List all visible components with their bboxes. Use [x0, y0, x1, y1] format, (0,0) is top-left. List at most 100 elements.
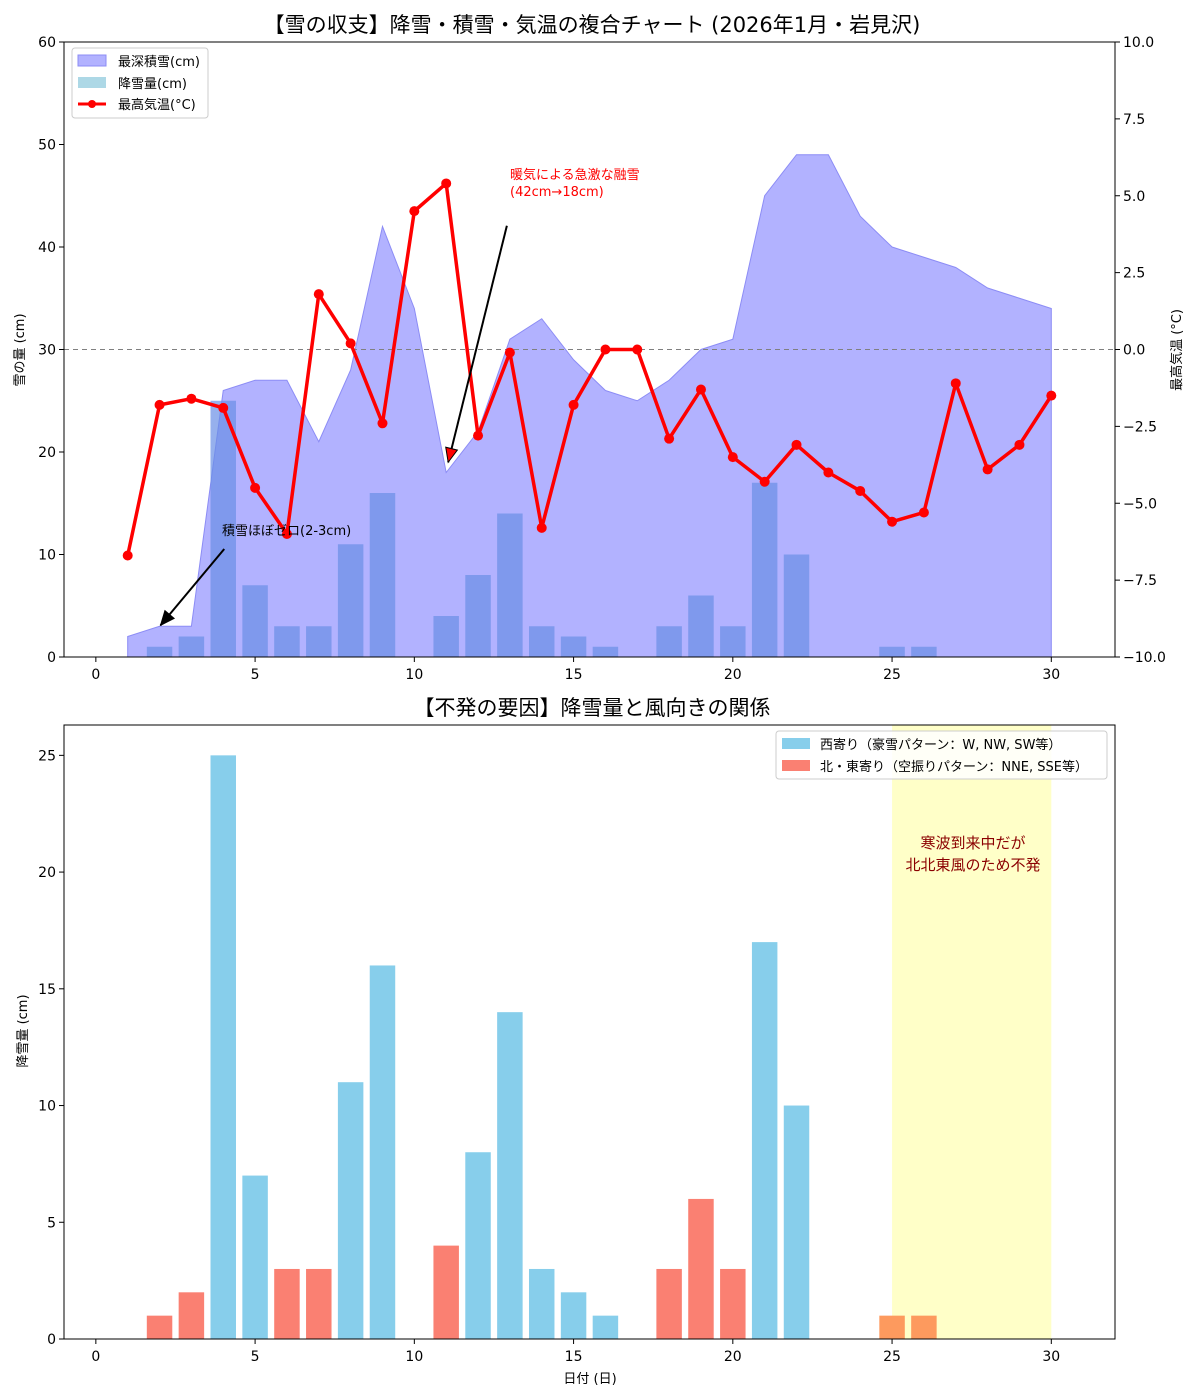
y-right-tick-label--10.0: −10.0 — [1123, 650, 1166, 666]
y-right-tick-label--7.5: −7.5 — [1123, 573, 1157, 589]
max-temp-point-day-20 — [727, 452, 738, 463]
max-temp-line — [125, 181, 1053, 556]
max-temp-point-day-17 — [632, 344, 643, 355]
snowfall-bar-day-2 — [146, 646, 173, 657]
max-temp-point-day-6 — [281, 529, 292, 539]
legend-label-west: 西寄り（豪雪パターン：W, NW, SW等） — [820, 737, 1061, 753]
y-right-tick-label-5.0: 5.0 — [1123, 189, 1145, 205]
snowfall-bar-day-7 — [306, 1268, 332, 1339]
snowfall-bar-day-18 — [656, 626, 682, 657]
chart-2-ylabel: 降雪量 (cm) — [16, 994, 31, 1067]
chart-2-bars — [146, 755, 937, 1339]
snowfall-bar-day-21 — [751, 942, 778, 1339]
chart-2-legend: 西寄り（豪雪パターン：W, NW, SW等） 北・東寄り（空振りパターン：NNE… — [775, 730, 1108, 780]
x-tick-label-0: 0 — [91, 667, 100, 683]
snowfall-bar-day-25 — [879, 1315, 905, 1339]
x-tick-label-15: 15 — [565, 667, 583, 683]
max-temp-point-day-4 — [218, 402, 229, 413]
max-temp-point-day-2 — [154, 399, 165, 410]
y2-tick-label-20: 20 — [38, 865, 56, 881]
y2-tick-label-15: 15 — [38, 982, 56, 998]
snowfall-bar-day-9 — [369, 965, 396, 1339]
snowfall-bar-day-26 — [911, 646, 937, 657]
max-temp-point-day-18 — [664, 433, 675, 444]
max-temp-point-day-8 — [345, 338, 356, 349]
annotation-thaw-arrow-shaft — [447, 225, 508, 463]
x2-tick-label-30: 30 — [1042, 1349, 1060, 1365]
snowfall-bar-day-12 — [465, 575, 491, 657]
snowfall-bar-day-20 — [720, 626, 746, 657]
max-temp-point-day-26 — [918, 507, 929, 518]
highlight-note-line2: 北北東風のため不発 — [905, 856, 1040, 874]
chart-1-legend: 最深積雪(cm) 降雪量(cm) 最高気温(°C) — [71, 47, 209, 119]
x-tick-label-20: 20 — [724, 667, 742, 683]
snowfall-bar-day-3 — [178, 636, 205, 657]
max-temp-point-day-5 — [250, 482, 261, 493]
snowfall-bar-day-15 — [560, 1292, 587, 1339]
snowfall-bar-day-16 — [592, 646, 619, 657]
legend-label-snowfall: 降雪量(cm) — [118, 77, 187, 92]
x2-tick-label-5: 5 — [251, 1349, 260, 1365]
snowfall-bar-day-8 — [337, 1082, 364, 1339]
x2-tick-label-15: 15 — [565, 1349, 583, 1365]
chart-2-frame — [63, 724, 1116, 1340]
y-left-tick-label-50: 50 — [38, 138, 56, 154]
annotation-low-snow-arrow-shaft — [159, 548, 226, 626]
snowfall-bar-day-4 — [210, 755, 236, 1339]
max-temp-point-day-19 — [695, 384, 706, 395]
x-tick-label-5: 5 — [251, 667, 260, 683]
snowfall-bar-day-6 — [274, 626, 300, 657]
max-temp-point-day-9 — [377, 418, 388, 429]
snowfall-bar-day-18 — [656, 1268, 682, 1339]
max-temp-point-day-11 — [441, 178, 452, 189]
max-temp-point-day-24 — [855, 485, 866, 496]
max-temp-point-day-23 — [823, 467, 834, 478]
y-left-tick-label-20: 20 — [38, 445, 56, 461]
snowfall-bars — [146, 400, 937, 657]
chart-2-y-axis: 0 5 10 15 20 25 — [38, 748, 64, 1348]
y-left-tick-label-10: 10 — [38, 548, 56, 564]
max-temp-point-day-29 — [1014, 439, 1025, 450]
chart-2-title: 【不発の要因】降雪量と風向きの関係 — [414, 696, 771, 720]
y-right-tick-label-7.5: 7.5 — [1123, 112, 1145, 128]
snowfall-bar-day-12 — [465, 1152, 491, 1339]
y-left-tick-label-40: 40 — [38, 240, 56, 256]
y2-tick-label-25: 25 — [38, 748, 56, 764]
snowfall-bar-day-3 — [178, 1292, 205, 1339]
y-right-tick-label-2.5: 2.5 — [1123, 266, 1145, 282]
chart-1-ylabel-left: 雪の量 (cm) — [13, 313, 28, 386]
max-temp-point-day-15 — [568, 399, 579, 410]
annotation-low-snow: 積雪ほぼゼロ(2-3cm) — [222, 524, 351, 539]
legend-swatch-snowfall — [78, 77, 106, 88]
snowfall-bar-day-13 — [497, 513, 523, 657]
chart-1-x-axis: 0 5 10 15 20 25 30 — [91, 657, 1060, 683]
snowfall-bar-day-16 — [592, 1315, 619, 1339]
y2-tick-label-10: 10 — [38, 1099, 56, 1115]
snowfall-bar-day-9 — [369, 493, 396, 657]
x-tick-label-10: 10 — [405, 667, 423, 683]
legend-swatch-temp-marker — [88, 100, 96, 108]
snow-depth-polygon — [127, 154, 1052, 658]
legend-swatch-east — [782, 760, 810, 771]
snowfall-bar-day-26 — [911, 1315, 937, 1339]
highlight-note-line1: 寒波到来中だが — [920, 834, 1025, 852]
max-temp-point-day-22 — [791, 439, 802, 450]
max-temp-point-day-30 — [1046, 390, 1057, 401]
max-temp-point-day-21 — [759, 476, 770, 487]
max-temp-point-day-25 — [887, 516, 898, 527]
legend-label-temp: 最高気温(°C) — [118, 97, 196, 113]
annotation-thaw-line2: (42cm→18cm) — [510, 185, 604, 200]
chart-1-title: 【雪の収支】降雪・積雪・気温の複合チャート (2026年1月・岩見沢) — [264, 13, 921, 37]
snowfall-bar-day-6 — [274, 1268, 300, 1339]
y-left-tick-label-0: 0 — [47, 650, 56, 666]
chart-1-y-axis-right: −10.0 −7.5 −5.0 −2.5 0.0 2.5 5.0 7.5 10.0 — [1115, 35, 1166, 666]
max-temp-point-day-14 — [536, 522, 547, 533]
snowfall-bar-day-20 — [720, 1268, 746, 1339]
max-temp-point-day-12 — [473, 430, 484, 441]
max-temp-point-day-1 — [122, 550, 133, 561]
max-temp-point-day-7 — [313, 289, 324, 300]
max-temp-point-day-10 — [409, 206, 420, 217]
y2-tick-label-5: 5 — [47, 1215, 56, 1231]
snow-depth-area — [127, 154, 1052, 658]
snowfall-bar-day-14 — [528, 626, 555, 657]
